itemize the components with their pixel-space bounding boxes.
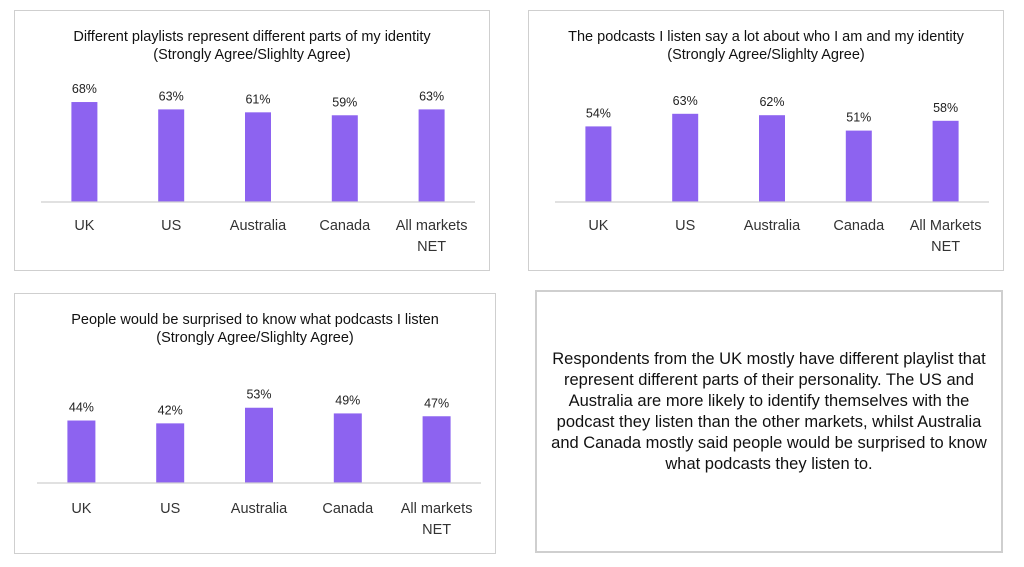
category-label: US xyxy=(161,218,181,234)
category-label: US xyxy=(160,501,180,517)
bar-australia xyxy=(245,112,271,202)
data-label: 53% xyxy=(246,388,271,402)
category-label: All markets NET xyxy=(396,218,468,255)
data-label: 44% xyxy=(69,401,94,415)
bar-chart-podcast-surprise: 44% UK 42% US 53% Australia 49% Canada 47% All ma… xyxy=(37,388,481,538)
chart-title: The podcasts I listen say a lot about wh… xyxy=(568,29,964,63)
data-label: 58% xyxy=(933,101,958,115)
chart-panel-playlists: Different playlists represent different … xyxy=(14,10,490,271)
bar-uk xyxy=(67,420,96,483)
data-label: 61% xyxy=(245,92,270,106)
data-label: 63% xyxy=(673,94,698,108)
chart-panel-podcast-surprise: People would be surprised to know what p… xyxy=(14,293,496,554)
bar-us xyxy=(158,109,185,202)
bar-chart-playlists: 68% UK 63% US 61% Australia 59% Canada 63% All ma… xyxy=(41,82,475,255)
bar-canada xyxy=(333,413,362,483)
category-label: Australia xyxy=(744,218,801,234)
category-label: Canada xyxy=(833,218,885,234)
chart-panel-podcast-identity: The podcasts I listen say a lot about wh… xyxy=(528,10,1004,271)
category-label: UK xyxy=(588,218,608,234)
category-label: UK xyxy=(74,218,94,234)
bar-all-markets-net xyxy=(418,109,445,202)
bar-canada xyxy=(331,115,358,202)
data-label: 54% xyxy=(586,106,611,120)
category-label: All Markets NET xyxy=(910,218,982,255)
bar-australia xyxy=(759,115,785,202)
bar-us xyxy=(156,423,185,483)
summary-panel: Respondents from the UK mostly have diff… xyxy=(535,290,1003,553)
bar-all-markets-net xyxy=(932,120,959,202)
summary-text: Respondents from the UK mostly have diff… xyxy=(551,350,987,473)
category-label: UK xyxy=(71,501,91,517)
category-label: Canada xyxy=(322,501,374,517)
bar-us xyxy=(672,113,699,202)
bar-chart-podcast-identity: 54% UK 63% US 62% Australia 51% Canada 58% All Ma… xyxy=(555,94,989,255)
category-label: US xyxy=(675,218,695,234)
category-label: Canada xyxy=(319,218,371,234)
chart-title: People would be surprised to know what p… xyxy=(71,312,439,346)
bar-all-markets-net xyxy=(422,416,451,483)
data-label: 62% xyxy=(759,95,784,109)
category-label: All markets NET xyxy=(401,501,473,538)
chart-title: Different playlists represent different … xyxy=(73,29,431,63)
category-label: Australia xyxy=(230,218,287,234)
data-label: 63% xyxy=(419,89,444,103)
data-label: 49% xyxy=(335,393,360,407)
data-label: 42% xyxy=(158,403,183,417)
data-label: 59% xyxy=(332,95,357,109)
category-label: Australia xyxy=(231,501,288,517)
data-label: 68% xyxy=(72,82,97,96)
bar-australia xyxy=(245,407,273,483)
bar-uk xyxy=(71,102,98,202)
bar-canada xyxy=(845,130,872,202)
data-label: 47% xyxy=(424,396,449,410)
bar-uk xyxy=(585,126,612,202)
data-label: 51% xyxy=(846,111,871,125)
data-label: 63% xyxy=(159,89,184,103)
